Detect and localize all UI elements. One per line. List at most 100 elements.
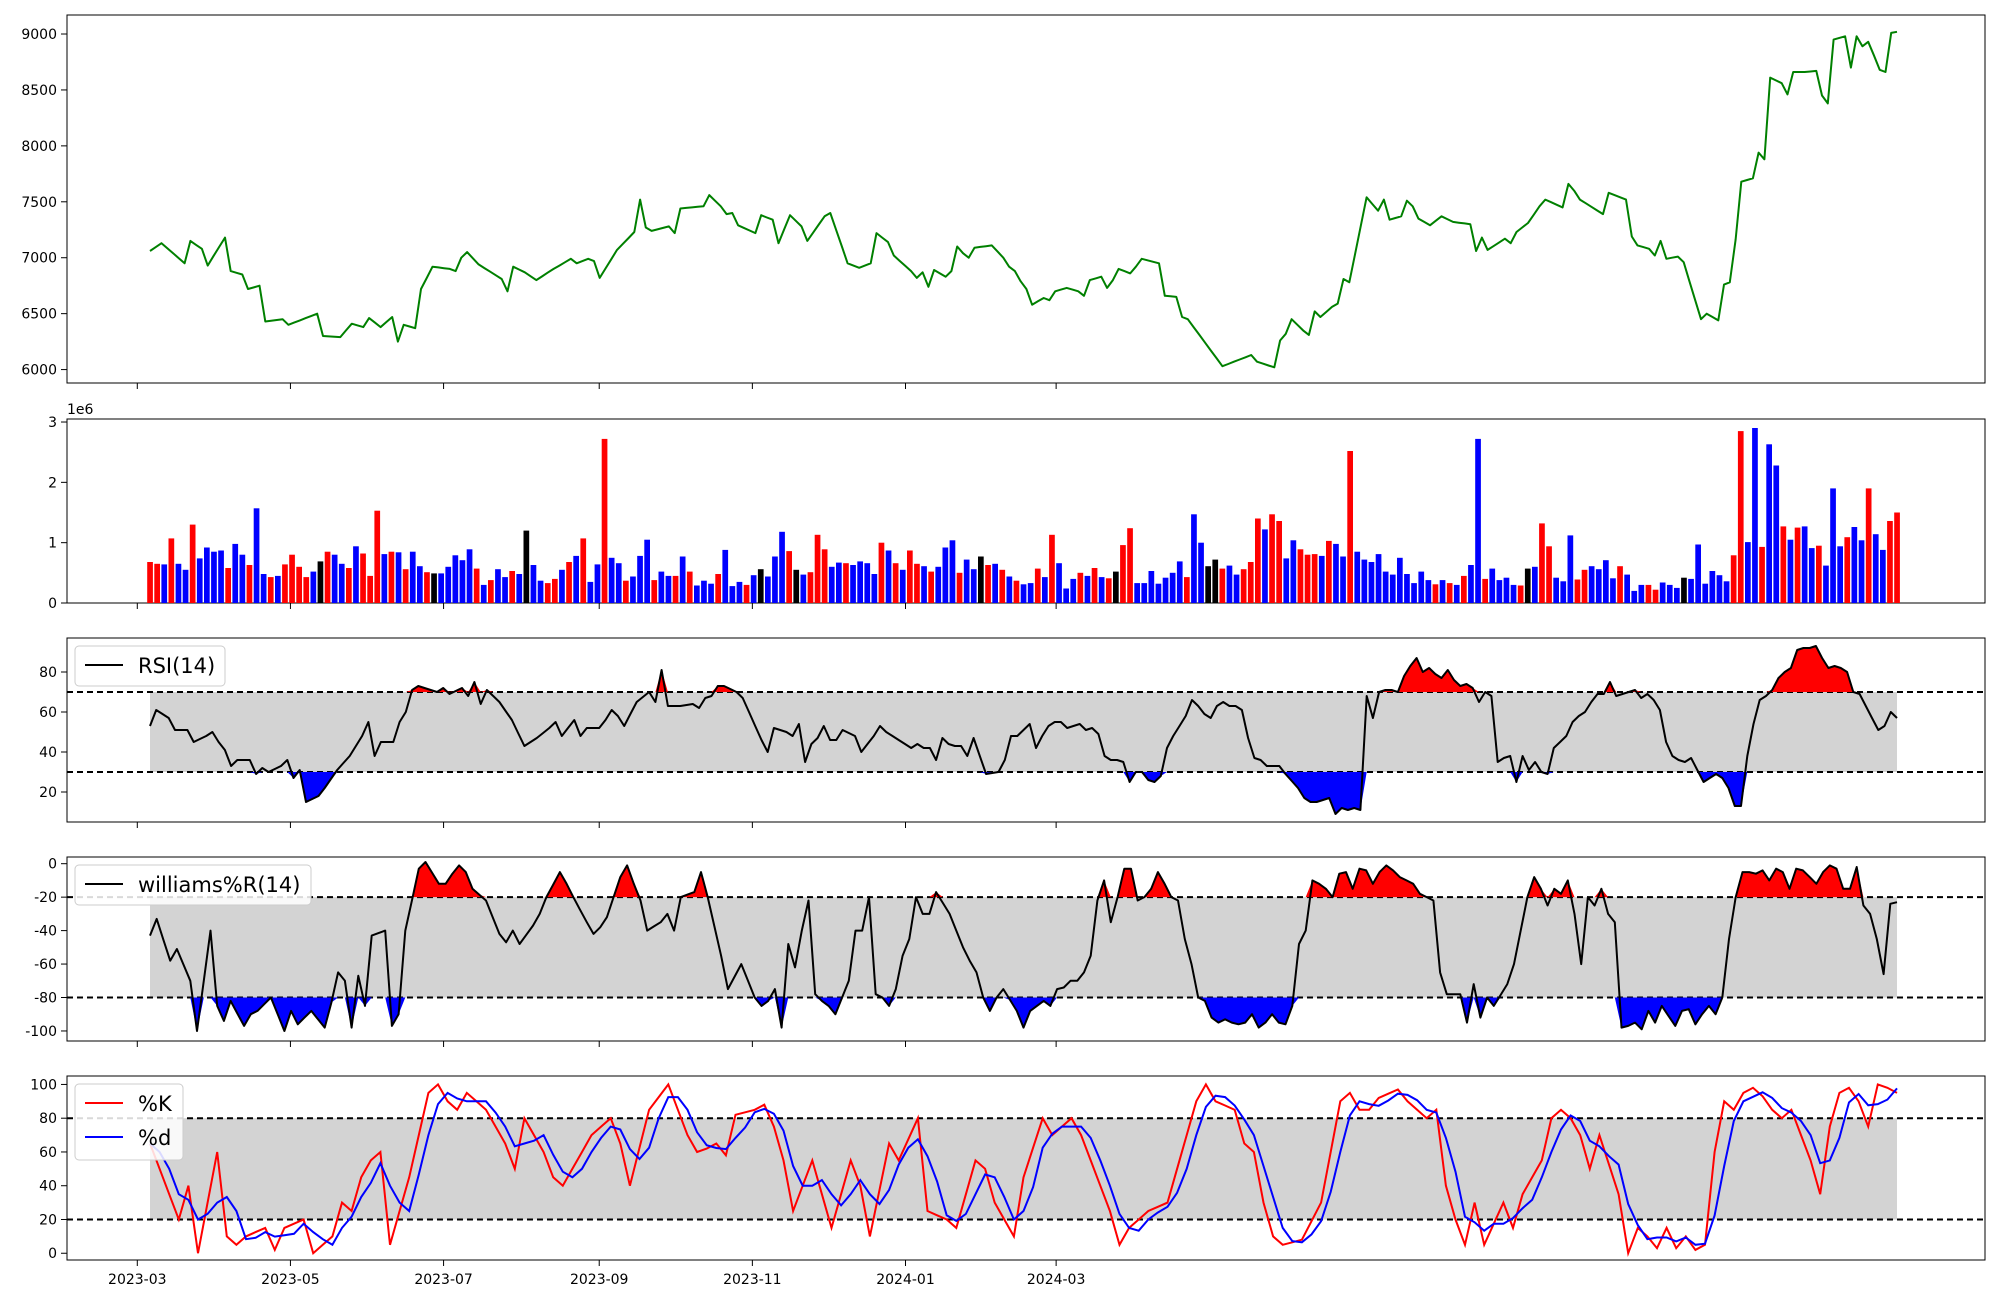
y-tick-label: 40	[39, 745, 57, 761]
volume-bar	[211, 551, 217, 603]
volume-bar	[239, 554, 246, 603]
y-tick-label: 3	[48, 415, 57, 431]
volume-bar	[807, 572, 814, 603]
volume-bar	[445, 566, 452, 603]
volume-bar	[1603, 560, 1609, 603]
volume-bar	[296, 566, 302, 603]
volume-bar	[1318, 555, 1325, 603]
y-tick-label: 60	[39, 705, 57, 721]
volume-bar	[1361, 559, 1368, 603]
volume-bar	[1595, 569, 1602, 603]
overbought-fill	[150, 646, 1897, 692]
volume-bar	[1489, 568, 1496, 603]
volume-bar	[985, 565, 991, 603]
volume-bar	[1517, 585, 1524, 603]
y-tick-label: -100	[25, 1024, 57, 1040]
volume-bar	[779, 531, 785, 603]
volume-bar	[1482, 578, 1488, 603]
volume-bar	[694, 585, 700, 603]
volume-bar	[978, 556, 984, 603]
volume-bar	[729, 586, 736, 603]
volume-bar	[147, 562, 153, 603]
volume-bar	[736, 581, 743, 603]
volume-bar	[1162, 577, 1169, 603]
volume-bar	[1404, 574, 1410, 603]
volume-bar	[424, 572, 430, 603]
volume-bar	[196, 558, 203, 603]
volume-bar	[175, 563, 182, 603]
y-tick-label: 80	[39, 1111, 57, 1127]
volume-bar	[1148, 571, 1155, 603]
volume-bar	[1155, 583, 1162, 603]
volume-bar	[1524, 568, 1531, 603]
volume-bar	[970, 569, 977, 603]
volume-bar	[1858, 540, 1865, 603]
volume-bar	[282, 564, 288, 603]
volume-bar	[1070, 578, 1077, 603]
volume-bar	[409, 551, 416, 603]
volume-bar	[1255, 518, 1261, 603]
volume-bar	[431, 573, 437, 603]
volume-bar	[331, 554, 338, 603]
volume-bar	[338, 563, 345, 603]
y-tick-label: 0	[48, 857, 57, 873]
volume-bar	[523, 530, 530, 603]
volume-bar	[1141, 583, 1148, 603]
volume-bar	[1169, 572, 1176, 603]
volume-bar	[1688, 578, 1694, 603]
volume-bar	[1560, 581, 1567, 603]
volume-bar	[1326, 540, 1332, 603]
volume-bar	[885, 550, 892, 603]
volume-bar	[1056, 563, 1062, 603]
y-tick-label: 8500	[21, 83, 57, 99]
volume-bar	[1084, 575, 1091, 603]
volume-bar	[1695, 544, 1701, 603]
volume-bar	[637, 555, 643, 603]
volume-bar	[275, 575, 281, 603]
volume-bar	[1617, 566, 1623, 603]
volume-bar	[1872, 534, 1879, 603]
volume-bar	[1212, 559, 1219, 603]
volume-bar	[828, 566, 835, 603]
volume-bar	[992, 563, 998, 603]
volume-bar	[1042, 577, 1048, 603]
volume-bar	[1801, 526, 1808, 603]
volume-bar	[1574, 579, 1581, 603]
volume-bar	[722, 549, 729, 603]
volume-bar	[1006, 576, 1013, 603]
x-tick-label: 2023-09	[570, 1272, 629, 1288]
volume-bar	[1425, 580, 1432, 603]
y-tick-label: 6500	[21, 307, 57, 323]
x-tick-label: 2023-03	[108, 1272, 167, 1288]
volume-bar	[1382, 571, 1389, 603]
volume-bar	[1368, 562, 1375, 603]
volume-bar	[1631, 590, 1638, 603]
legend-label: williams%R(14)	[138, 873, 300, 897]
y-tick-label: 6000	[21, 363, 57, 379]
volume-bar	[1588, 566, 1595, 603]
legend-label: %d	[138, 1126, 171, 1150]
volume-bar	[1134, 583, 1140, 603]
volume-bar	[1553, 577, 1559, 603]
volume-bar	[168, 538, 175, 603]
volume-bar	[1723, 581, 1730, 603]
volume-bar	[367, 575, 373, 603]
volume-bar	[843, 563, 849, 603]
y-tick-label: 0	[48, 596, 57, 612]
overbought-fill	[150, 862, 1897, 898]
volume-bar	[1851, 527, 1858, 603]
volume-bar	[573, 555, 579, 603]
volume-bar	[1247, 562, 1254, 603]
volume-bar	[381, 554, 388, 603]
volume-bar	[1333, 543, 1339, 603]
volume-bar	[1645, 584, 1652, 603]
volume-bar	[1340, 556, 1346, 603]
x-tick-label: 2023-05	[261, 1272, 320, 1288]
volume-bar	[1127, 528, 1133, 603]
volume-bar	[1830, 488, 1836, 603]
y-tick-label: 7500	[21, 195, 57, 211]
volume-bar	[580, 538, 587, 603]
volume-bar	[1091, 568, 1098, 603]
volume-bar	[1510, 584, 1517, 603]
